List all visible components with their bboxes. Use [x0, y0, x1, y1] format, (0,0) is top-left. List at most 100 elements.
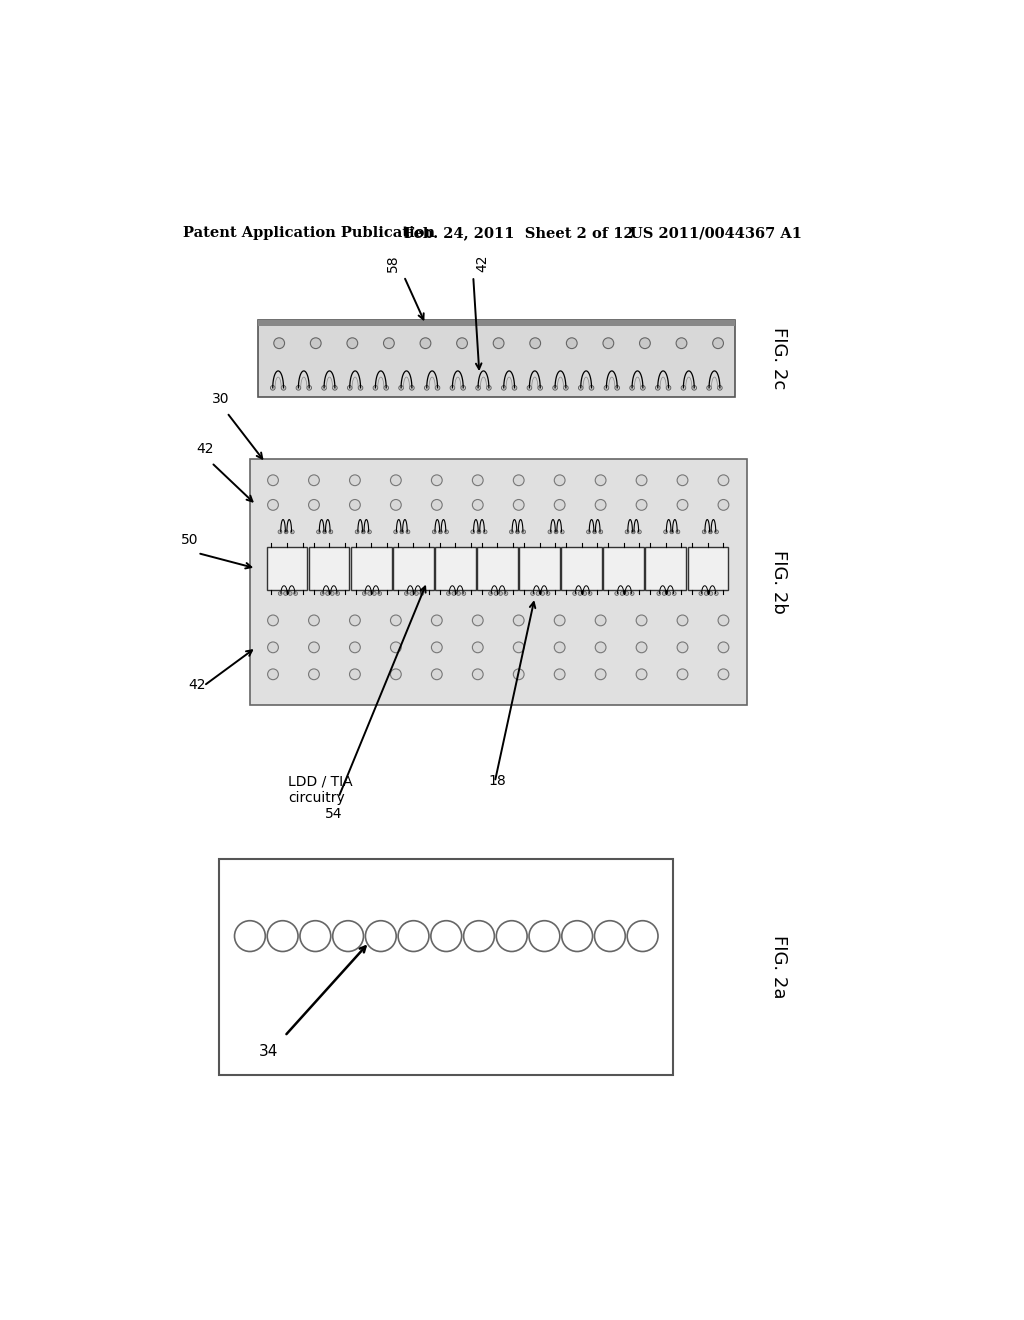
Circle shape: [664, 529, 668, 533]
Circle shape: [713, 338, 724, 348]
Bar: [687, 548, 728, 590]
Circle shape: [289, 591, 292, 595]
Circle shape: [638, 529, 641, 533]
Circle shape: [349, 669, 360, 680]
Circle shape: [504, 591, 508, 595]
Circle shape: [323, 529, 327, 533]
Circle shape: [316, 529, 321, 533]
Circle shape: [267, 642, 279, 653]
Circle shape: [390, 499, 401, 511]
Circle shape: [384, 338, 394, 348]
Circle shape: [390, 642, 401, 653]
Circle shape: [625, 529, 629, 533]
Circle shape: [446, 591, 451, 595]
Circle shape: [494, 591, 498, 595]
Circle shape: [349, 642, 360, 653]
Circle shape: [347, 385, 352, 391]
Circle shape: [329, 529, 333, 533]
Circle shape: [331, 591, 334, 595]
Circle shape: [457, 338, 467, 348]
Circle shape: [614, 385, 620, 391]
Circle shape: [522, 529, 525, 533]
Circle shape: [361, 529, 366, 533]
Circle shape: [593, 529, 597, 533]
Text: 42: 42: [475, 255, 489, 272]
Text: LDD / TIA
circuitry: LDD / TIA circuitry: [289, 775, 353, 805]
Circle shape: [267, 499, 279, 511]
Circle shape: [677, 642, 688, 653]
Circle shape: [431, 615, 442, 626]
Circle shape: [483, 529, 487, 533]
Circle shape: [562, 921, 593, 952]
Circle shape: [373, 385, 378, 391]
Bar: [603, 548, 644, 590]
Circle shape: [368, 591, 372, 595]
Circle shape: [267, 921, 298, 952]
Circle shape: [673, 591, 676, 595]
Circle shape: [513, 499, 524, 511]
Circle shape: [636, 615, 647, 626]
Text: 34: 34: [259, 1044, 279, 1059]
Circle shape: [554, 669, 565, 680]
Circle shape: [284, 591, 288, 595]
Circle shape: [464, 921, 495, 952]
Circle shape: [300, 921, 331, 952]
Circle shape: [267, 615, 279, 626]
Circle shape: [366, 921, 396, 952]
Circle shape: [461, 385, 466, 391]
Circle shape: [415, 591, 419, 595]
Circle shape: [336, 591, 340, 595]
Circle shape: [410, 591, 414, 595]
Circle shape: [267, 669, 279, 680]
Circle shape: [625, 591, 629, 595]
Circle shape: [636, 642, 647, 653]
Circle shape: [692, 385, 696, 391]
Circle shape: [431, 499, 442, 511]
Circle shape: [513, 669, 524, 680]
Circle shape: [432, 529, 436, 533]
Circle shape: [718, 499, 729, 511]
Circle shape: [667, 591, 671, 595]
Circle shape: [420, 338, 431, 348]
Circle shape: [296, 385, 301, 391]
Text: 18: 18: [488, 775, 506, 788]
Circle shape: [282, 385, 286, 391]
Circle shape: [308, 499, 319, 511]
Circle shape: [554, 642, 565, 653]
Text: FIG. 2a: FIG. 2a: [770, 935, 787, 999]
Circle shape: [677, 669, 688, 680]
Text: 58: 58: [386, 255, 400, 272]
Circle shape: [579, 591, 582, 595]
Circle shape: [472, 642, 483, 653]
Circle shape: [424, 385, 429, 391]
Circle shape: [390, 475, 401, 486]
Circle shape: [529, 338, 541, 348]
Circle shape: [308, 669, 319, 680]
Circle shape: [572, 591, 577, 595]
Bar: [519, 548, 560, 590]
Circle shape: [631, 529, 635, 533]
Circle shape: [614, 591, 618, 595]
Circle shape: [554, 475, 565, 486]
Circle shape: [603, 338, 613, 348]
Circle shape: [452, 591, 456, 595]
Text: 54: 54: [326, 807, 343, 821]
Circle shape: [444, 529, 449, 533]
Circle shape: [670, 529, 674, 533]
Circle shape: [497, 921, 527, 952]
Circle shape: [472, 669, 483, 680]
Circle shape: [451, 385, 455, 391]
Circle shape: [378, 591, 382, 595]
Circle shape: [709, 529, 713, 533]
Circle shape: [358, 385, 362, 391]
Circle shape: [472, 615, 483, 626]
Circle shape: [516, 529, 519, 533]
Circle shape: [676, 338, 687, 348]
Circle shape: [362, 591, 367, 595]
Circle shape: [640, 338, 650, 348]
Circle shape: [349, 615, 360, 626]
Text: Feb. 24, 2011  Sheet 2 of 12: Feb. 24, 2011 Sheet 2 of 12: [403, 226, 634, 240]
Circle shape: [390, 615, 401, 626]
Bar: [250, 459, 746, 705]
Circle shape: [234, 921, 265, 952]
